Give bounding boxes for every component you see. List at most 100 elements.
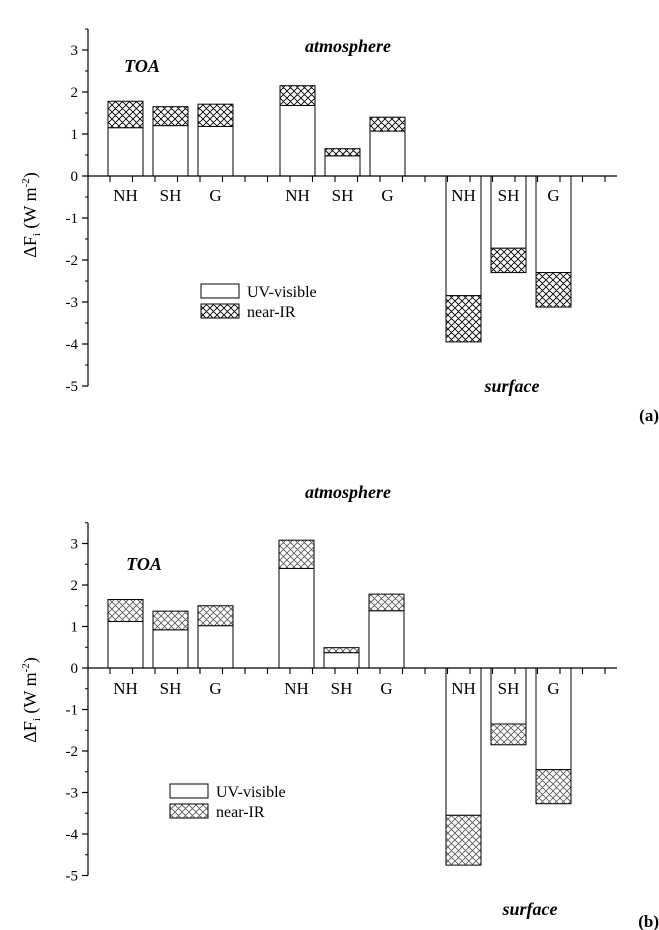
y-tick-label: -2 xyxy=(66,744,79,760)
ylabel-main: ΔF xyxy=(20,236,40,258)
bar-uv-visible-TOA-G xyxy=(197,625,234,669)
ylabel-sup: -2 xyxy=(20,178,32,187)
x-category-label: SH xyxy=(332,186,354,205)
y-tick-label: 1 xyxy=(71,620,79,636)
ylabel-unit: (W m xyxy=(20,187,41,233)
y-tick-label: -4 xyxy=(66,827,79,843)
x-category-label: G xyxy=(381,186,393,205)
x-category-label: SH xyxy=(498,186,520,205)
ylabel-sub: i xyxy=(31,233,43,236)
y-tick-label: -5 xyxy=(66,869,79,885)
legend-swatch-near-ir xyxy=(169,803,209,819)
ylabel-main: ΔF xyxy=(20,721,40,743)
y-tick-label: 2 xyxy=(71,578,79,594)
bar-near-ir-atmosphere-G xyxy=(369,116,406,132)
group-label-atmosphere: atmosphere xyxy=(305,36,391,56)
bar-near-ir-surface-SH xyxy=(490,723,527,746)
bar-uv-visible-TOA-SH xyxy=(152,629,189,669)
bar-uv-visible-TOA-SH xyxy=(152,125,189,177)
ylabel-close: ) xyxy=(20,657,41,663)
bar-near-ir-atmosphere-NH xyxy=(278,539,315,569)
group-label-surface: surface xyxy=(502,899,558,919)
y-tick-label: 3 xyxy=(71,43,79,59)
x-category-label: NH xyxy=(285,186,310,205)
axes-b: 3 2 1 0 -1 -2 -3 -4 -5 NH SH G NH SH G NH SH G xyxy=(66,522,617,885)
y-axis-label-b: ΔFi (W m-2) xyxy=(20,657,43,743)
x-category-label: SH xyxy=(160,186,182,205)
bar-uv-visible-atmosphere-G xyxy=(368,610,405,669)
bar-near-ir-TOA-SH xyxy=(152,106,189,127)
bar-uv-visible-atmosphere-NH xyxy=(278,567,315,669)
legend-b: UV-visible near-IR xyxy=(169,783,286,821)
legend-label-near-ir: near-IR xyxy=(216,804,265,821)
legend-swatch-uv-visible xyxy=(200,283,240,299)
panel-label-b: (b) xyxy=(638,912,659,930)
bar-near-ir-TOA-NH xyxy=(107,100,144,129)
panel-a: 3 2 1 0 -1 -2 -3 -4 -5 NH SH G NH SH G NH SH G TOA atmosp… xyxy=(20,28,659,425)
legend-a: UV-visible near-IR xyxy=(200,283,317,321)
ylabel-sup: -2 xyxy=(20,663,32,672)
bar-near-ir-surface-NH xyxy=(445,295,482,343)
bar-near-ir-surface-NH xyxy=(445,814,482,866)
group-label-toa: TOA xyxy=(124,56,160,76)
x-category-label: SH xyxy=(331,679,353,698)
bar-near-ir-atmosphere-G xyxy=(368,593,405,612)
ylabel-close: ) xyxy=(20,172,41,178)
axes-a: 3 2 1 0 -1 -2 -3 -4 -5 NH SH G NH SH G NH SH G xyxy=(66,28,617,395)
bar-uv-visible-atmosphere-G xyxy=(369,130,406,177)
bar-uv-visible-surface-SH xyxy=(490,175,527,249)
legend-label-uv-visible: UV-visible xyxy=(216,784,286,801)
bar-uv-visible-surface-NH xyxy=(445,175,482,297)
x-category-label: NH xyxy=(113,679,138,698)
y-tick-label: 0 xyxy=(71,169,79,185)
bar-near-ir-TOA-NH xyxy=(107,599,144,623)
y-tick-label: -1 xyxy=(66,703,79,719)
bar-uv-visible-atmosphere-SH xyxy=(323,652,360,669)
y-tick-label: -2 xyxy=(66,253,79,269)
legend-swatch-near-ir xyxy=(200,303,240,319)
bar-uv-visible-atmosphere-SH xyxy=(324,155,361,177)
bar-near-ir-TOA-SH xyxy=(152,610,189,631)
x-category-label: G xyxy=(547,679,559,698)
x-category-label: NH xyxy=(451,679,476,698)
y-tick-label: 1 xyxy=(71,127,79,143)
bar-near-ir-TOA-G xyxy=(197,103,234,127)
bar-near-ir-atmosphere-SH xyxy=(323,647,360,654)
x-category-label: NH xyxy=(451,186,476,205)
bars-a xyxy=(107,85,572,343)
x-category-label: SH xyxy=(498,679,520,698)
x-category-label: SH xyxy=(160,679,182,698)
x-category-label: G xyxy=(209,186,221,205)
y-tick-label: -3 xyxy=(66,295,79,311)
y-tick-label: -3 xyxy=(66,786,79,802)
x-category-label: G xyxy=(547,186,559,205)
bar-uv-visible-TOA-NH xyxy=(107,127,144,177)
bar-near-ir-surface-SH xyxy=(490,247,527,274)
y-axis-label-a: ΔFi (W m-2) xyxy=(20,172,43,258)
panel-label-a: (a) xyxy=(639,406,659,425)
y-tick-label: -4 xyxy=(66,337,79,353)
y-tick-label: 2 xyxy=(71,85,79,101)
ylabel-unit: (W m xyxy=(20,672,41,718)
y-tick-label: -5 xyxy=(66,379,79,395)
x-category-label: G xyxy=(209,679,221,698)
x-category-label: G xyxy=(380,679,392,698)
y-tick-label: 3 xyxy=(71,537,79,553)
x-category-label: NH xyxy=(113,186,138,205)
legend-label-near-ir: near-IR xyxy=(247,304,296,321)
bar-near-ir-surface-G xyxy=(535,272,572,308)
bar-near-ir-atmosphere-SH xyxy=(324,148,361,157)
y-tick-label: -1 xyxy=(66,211,79,227)
x-category-label: NH xyxy=(284,679,309,698)
bar-near-ir-surface-G xyxy=(535,769,572,805)
bar-uv-visible-TOA-G xyxy=(197,125,234,177)
ylabel-sub: i xyxy=(31,718,43,721)
bars-b xyxy=(107,539,572,866)
legend-label-uv-visible: UV-visible xyxy=(247,284,317,301)
group-label-toa: TOA xyxy=(126,554,162,574)
bar-uv-visible-TOA-NH xyxy=(107,621,144,669)
legend-swatch-uv-visible xyxy=(169,783,209,799)
bar-near-ir-atmosphere-NH xyxy=(279,85,316,106)
group-label-atmosphere: atmosphere xyxy=(305,482,391,502)
